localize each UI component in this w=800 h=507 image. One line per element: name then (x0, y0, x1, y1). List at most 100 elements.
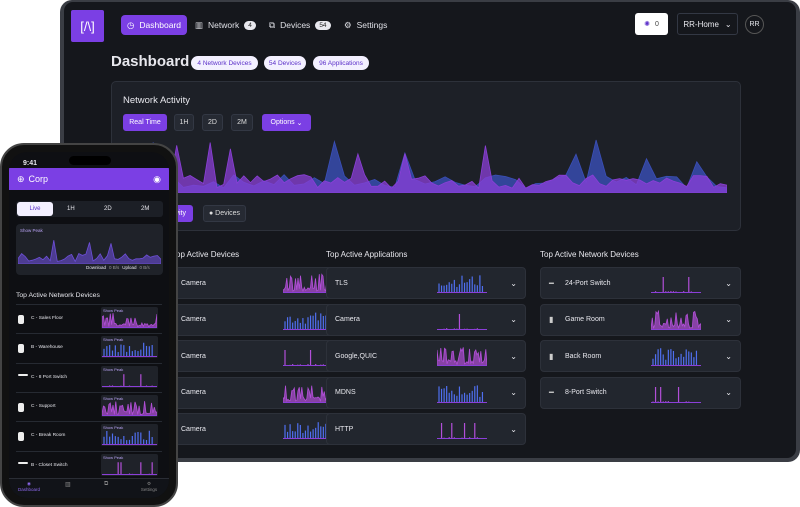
row-label: Camera (181, 389, 206, 396)
device-name: C - 8 Port Switch (31, 374, 67, 380)
range-button[interactable]: Real Time (123, 114, 167, 131)
column-title: Top Active Devices (172, 250, 240, 259)
device-name: B - Warehouse (31, 345, 63, 351)
chip[interactable]: 96 Applications (313, 56, 369, 70)
nav-item[interactable]: ⚙ Settings (344, 19, 388, 31)
nav-label: Devices (280, 20, 311, 30)
range-button[interactable]: 2D (104, 206, 112, 212)
list-row[interactable]: ▮ Back Room ⌄ (540, 340, 741, 372)
device-sparkline (102, 343, 157, 358)
show-peak: Show Peak (103, 308, 124, 313)
expand-icon: ⌄ (510, 315, 517, 324)
show-peak: Show Peak (103, 395, 124, 401)
chip[interactable]: 4 Network Devices (191, 56, 258, 70)
device-name: B - Closet Switch (31, 462, 68, 468)
column-title: Top Active Applications (326, 250, 408, 259)
avatar[interactable]: RR (745, 15, 764, 34)
device-icon (18, 373, 28, 376)
range-button[interactable]: Live (17, 202, 53, 216)
row-label: Camera (181, 425, 206, 433)
divider (16, 333, 162, 335)
row-sparkline (437, 384, 487, 403)
chip[interactable]: 54 Devices (264, 56, 306, 70)
row-sparkline (651, 348, 701, 366)
device-chart: Show Peak (101, 365, 158, 388)
expand-icon: ⌄ (725, 315, 732, 324)
phone-title: Corp (28, 174, 49, 184)
row-sparkline (437, 347, 487, 366)
tab-item[interactable]: ◉ Dashboard (17, 481, 40, 492)
traffic-area (651, 309, 701, 330)
list-row[interactable]: MDNS ⌄ (326, 376, 526, 409)
device-chart: Show Peak (101, 453, 158, 476)
range-button[interactable]: 1H (174, 114, 194, 131)
device-chart: Show Peak (101, 307, 158, 329)
chart-tab-label: Devices (215, 210, 241, 217)
phone: 9:41 ⊕ Corp ◉ Live 1H 2D 2M Show Peak Dow… (0, 143, 178, 507)
options-button[interactable]: Options ⌄ (262, 114, 311, 131)
traffic-area (102, 401, 157, 416)
row-label: Camera (181, 316, 206, 323)
alerts-button[interactable]: ✺ 0 (635, 13, 668, 35)
device-sparkline (102, 313, 157, 328)
device-icon (18, 461, 28, 464)
list-row[interactable]: ▮ Game Room ⌄ (540, 303, 741, 336)
device-sparkline (102, 461, 157, 475)
list-row[interactable]: HTTP ⌄ (326, 413, 526, 445)
panel-title: Network Activity (123, 95, 191, 106)
device-name: C - Support (31, 403, 56, 409)
nav-item[interactable]: ◷ Dashboard (121, 15, 188, 35)
device-icon (18, 344, 24, 354)
range-button[interactable]: 1H (67, 206, 75, 212)
status-time: 9:41 (23, 160, 38, 167)
page-title: Dashboard (111, 53, 190, 70)
nav-label: Network (208, 20, 240, 30)
tab-item[interactable]: ⚙ Settings (140, 481, 158, 492)
list-row[interactable]: TLS ⌄ (326, 267, 526, 299)
range-button[interactable]: 2M (141, 206, 150, 212)
device-sparkline (102, 373, 157, 387)
device-icon: ▮ (549, 315, 554, 324)
row-sparkline (437, 275, 487, 293)
nav-badge: 54 (315, 20, 331, 30)
traffic-area (18, 240, 161, 264)
row-sparkline (283, 350, 333, 366)
nav-item[interactable]: ⧉ Devices 54 (263, 15, 337, 35)
nav-label: Settings (356, 20, 388, 30)
row-sparkline (651, 277, 701, 293)
list-row[interactable]: Camera ⌄ (326, 303, 526, 336)
logo[interactable]: [/\] (71, 10, 104, 42)
alerts-count: 0 (654, 20, 659, 28)
chart-tab[interactable]: ● Devices (203, 205, 246, 222)
range-button[interactable]: 2M (231, 114, 253, 131)
nav-item[interactable]: ▥ Network 4 (189, 15, 262, 35)
list-row[interactable]: ━ 24-Port Switch ⌄ (540, 267, 741, 299)
row-label: 24-Port Switch (565, 279, 611, 287)
notch (69, 156, 111, 165)
expand-icon: ⌄ (510, 351, 517, 361)
row-label: Google,QUIC (335, 352, 378, 360)
device-chart: Show Peak (101, 424, 158, 447)
list-row[interactable]: Google,QUIC ⌄ (326, 340, 526, 372)
legend-label: Upload (122, 265, 137, 270)
section-title: Top Active Network Devices (16, 292, 100, 299)
show-peak: Show Peak (103, 366, 124, 372)
activity-chart (123, 139, 727, 193)
site-name: RR-Home (683, 19, 719, 29)
legend-label: Download (86, 265, 107, 270)
device-name: C - Break Room (31, 433, 66, 439)
row-label: Camera (181, 279, 206, 287)
show-peak[interactable]: Show Peak (20, 228, 43, 233)
tab-icon[interactable]: ⧉ (104, 481, 109, 487)
row-label: Back Room (565, 352, 602, 360)
range-button[interactable]: 2D (202, 114, 223, 131)
tab-icon[interactable]: ▥ (65, 482, 71, 488)
options-label: Options (270, 119, 295, 126)
divider (16, 391, 162, 393)
device-name: C - Sales Floor (31, 316, 63, 321)
legend-value: 0 B/s (109, 265, 120, 270)
device-chart: Show Peak (101, 394, 158, 417)
list-row[interactable]: ━ 8-Port Switch ⌄ (540, 376, 741, 409)
site-select[interactable]: RR-Home ⌄ (677, 13, 738, 35)
